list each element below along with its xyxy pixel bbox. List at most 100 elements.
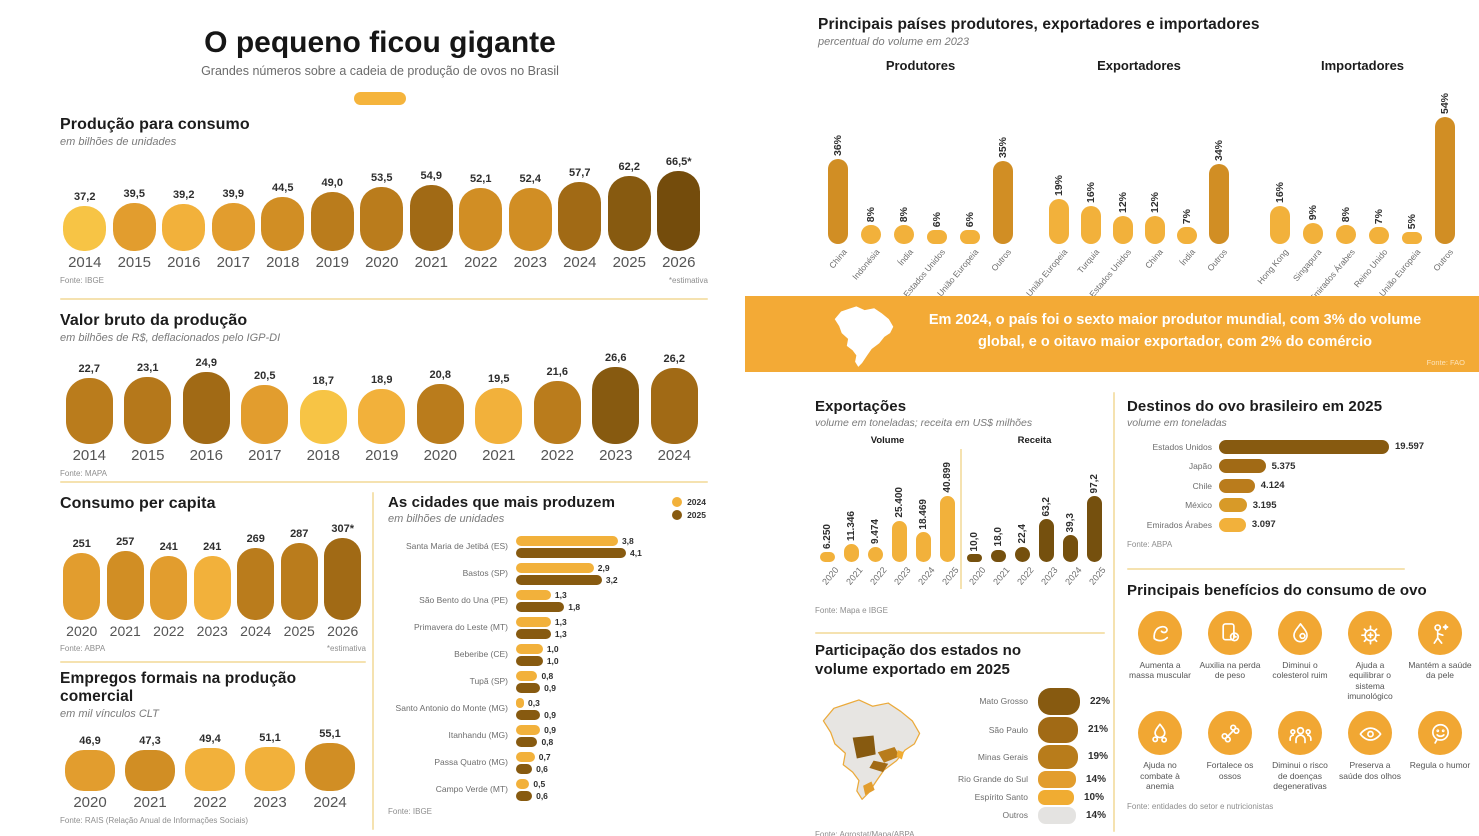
bar-column: 97,2 (1085, 474, 1104, 562)
city-bar-value: 1,3 (554, 589, 567, 600)
destination-label: México (1185, 500, 1212, 511)
bar-category-label: 2025 (1087, 565, 1108, 587)
bar-value-label: 287 (290, 528, 309, 541)
city-bars: 0,8 0,9 (516, 670, 706, 693)
banner: Em 2024, o país foi o sexto maior produt… (745, 296, 1479, 372)
page-title: O pequeno ficou gigante (204, 26, 556, 59)
bar-year-label: 2019 (365, 447, 399, 464)
bar-year-label: 2021 (482, 447, 516, 464)
bar-value-label: 22,4 (1016, 524, 1028, 544)
city-row: Beberibe (CE) 1,0 1,0 (388, 641, 706, 668)
bar-value-label: 6.250 (822, 523, 833, 549)
bar-column: 287 2025 (278, 528, 322, 639)
bar-column: 39,2 2016 (159, 189, 209, 271)
category-cell: União Europeia (1377, 244, 1425, 304)
city-label: Bastos (SP) (462, 567, 508, 578)
banner-source: Fonte: FAO (1426, 358, 1465, 367)
bar-year-label: 2022 (153, 623, 185, 639)
section-subtitle: percentual do volume em 2023 (818, 36, 970, 48)
export-group: Receita 10,0 18,0 22,4 63,2 39,3 97,2 2020 2021 2… (962, 435, 1108, 600)
bar-value-label: 66,5* (665, 156, 692, 168)
city-bar (516, 736, 538, 747)
city-bar-value: 3,2 (605, 574, 618, 585)
section-subtitle: em bilhões de R$, deflacionados pelo IGP… (60, 332, 281, 344)
muscle-icon (1138, 611, 1182, 655)
state-swatch (1037, 744, 1078, 769)
category-cell: Reino Unido (1352, 244, 1392, 304)
city-bar-line: 1,0 (516, 643, 706, 654)
state-percent: 14% (1085, 809, 1106, 821)
export-bar (844, 543, 859, 562)
city-bars: 0,9 0,8 (516, 724, 706, 747)
city-bar-value: 0,8 (541, 736, 554, 747)
city-bar-value: 0,9 (544, 709, 556, 720)
city-bar-value: 0,8 (541, 670, 554, 681)
bar-value-label: 7% (1181, 209, 1193, 225)
export-bar (1086, 496, 1102, 562)
city-bar-line: 0,8 (516, 736, 706, 747)
state-label: Espírito Santo (974, 792, 1028, 802)
bar-category-label: 2023 (892, 565, 913, 587)
source-note: Fonte: IBGE (60, 276, 105, 285)
city-bar-line: 4,1 (516, 547, 706, 558)
city-bar (516, 763, 533, 774)
bar-value-label: 26,2 (663, 353, 685, 366)
bar-value-label: 36% (832, 135, 844, 157)
city-bar-line: 3,8 (516, 535, 706, 546)
city-bar-value: 3,8 (621, 535, 634, 546)
bar-column: 51,1 2023 (240, 732, 300, 811)
group-category-labels: China Indonésia Índia Estados Unidos União E… (818, 244, 1023, 304)
cidades-legend: 2024 2025 (672, 494, 706, 523)
city-bar-line: 0,8 (516, 670, 706, 681)
country-bar (861, 225, 881, 244)
bar-column: 20,8 2020 (411, 369, 470, 464)
source-note: Fonte: RAIS (Relação Anual de Informaçõe… (60, 816, 249, 825)
egg-bar (475, 387, 523, 444)
city-bar-value: 4,1 (630, 547, 642, 558)
bar-column: 5% (1399, 214, 1425, 244)
state-row: Espírito Santo 10% (928, 789, 1110, 805)
city-row: Santo Antonio do Monte (MG) 0,3 0,9 (388, 695, 706, 722)
section-exportacoes: Exportações volume em toneladas; receita… (815, 398, 1108, 615)
bar-year-label: 2021 (414, 254, 448, 271)
country-bar (1336, 225, 1356, 244)
bar-category-label: União Europeia (1023, 247, 1070, 299)
city-bars: 3,8 4,1 (516, 535, 706, 558)
city-row: Santa Maria de Jetibá (ES) 3,8 4,1 (388, 533, 706, 560)
bar-value-label: 46,9 (79, 735, 101, 748)
egg-bar (150, 555, 188, 620)
bar-column: 8% (1333, 207, 1359, 244)
category-cell: União Europeia (935, 244, 983, 304)
export-bar (940, 496, 955, 562)
bar-year-label: 2017 (248, 447, 282, 464)
bar-value-label: 10,0 (968, 531, 980, 551)
egg-bar (650, 368, 698, 444)
city-label: São Bento do Una (PE) (419, 594, 508, 605)
city-row: Passa Quatro (MG) 0,7 0,6 (388, 749, 706, 776)
bar-category-label: China (1143, 247, 1166, 271)
section-title: Consumo per capita (60, 495, 216, 512)
bar-column: 26,6 2023 (587, 352, 646, 464)
benefit-label: Aumenta a massa muscular (1129, 660, 1191, 681)
benefit-item: Aumenta a massa muscular (1127, 611, 1193, 701)
city-row: Itanhandu (MG) 0,9 0,8 (388, 722, 706, 749)
bar-column: 52,4 2023 (506, 173, 556, 271)
bar-column: 10,0 (965, 532, 984, 562)
bar-value-label: 9.474 (870, 518, 881, 544)
state-percent: 10% (1083, 791, 1104, 803)
category-cell: Estados Unidos (902, 244, 950, 304)
city-row: São Bento do Una (PE) 1,3 1,8 (388, 587, 706, 614)
category-cell: 2020 (818, 562, 841, 600)
destination-row: Emirados Árabes 3.097 (1127, 515, 1472, 535)
egg-bar (409, 184, 453, 251)
brazil-states-map (822, 698, 921, 800)
destination-label: Emirados Árabes (1146, 519, 1212, 530)
bar-value-label: 39,9 (222, 188, 244, 200)
bar-value-label: 5% (1406, 214, 1418, 230)
bar-category-label: 2023 (1039, 565, 1060, 587)
export-bar (1038, 519, 1054, 562)
cholesterol-drop-icon (1278, 611, 1322, 655)
destination-label: Japão (1188, 461, 1212, 472)
egg-bar (65, 378, 113, 444)
